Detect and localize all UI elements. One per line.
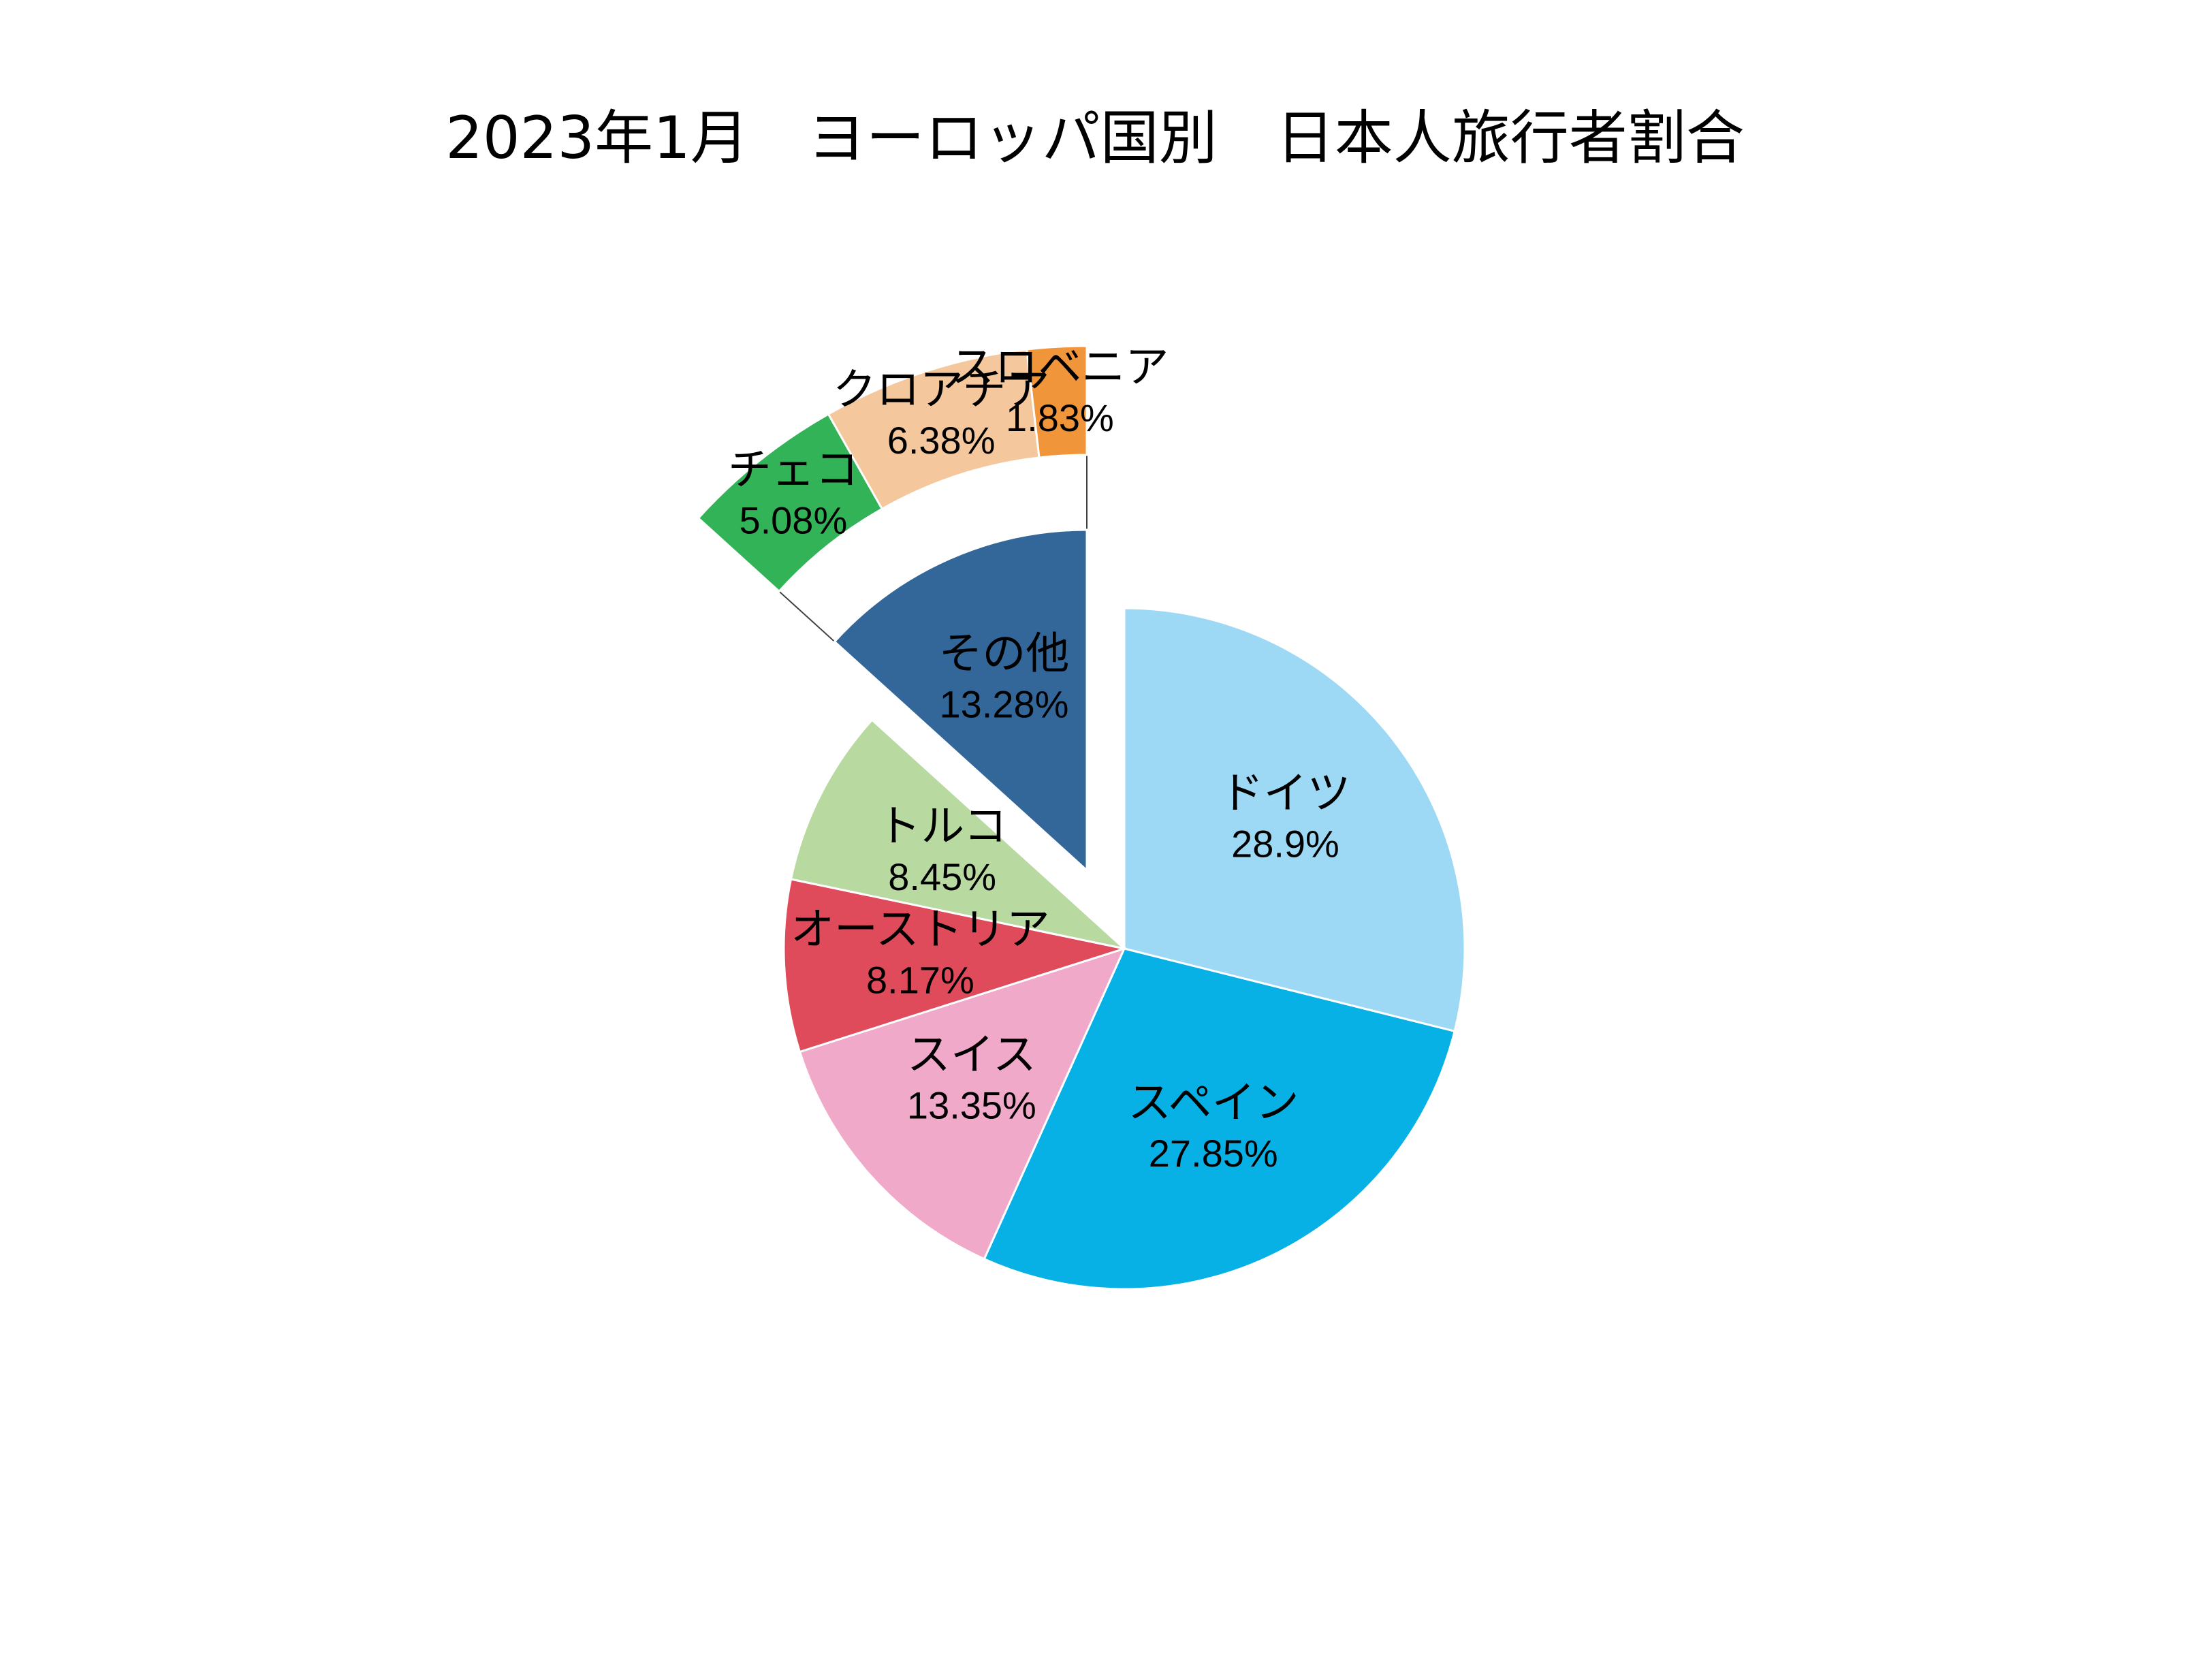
data-label-name: スペイン <box>1128 1078 1299 1128</box>
data-label-value: 5.08% <box>739 498 847 541</box>
pie-slices <box>782 528 1466 1290</box>
data-label-name: トルコ <box>877 802 1007 852</box>
data-label-value: 1.83% <box>1006 396 1114 439</box>
data-label-name: チェコ <box>728 445 859 495</box>
data-label-value: 6.38% <box>887 419 996 462</box>
pie-slice <box>1123 607 1466 1033</box>
chart-title: 2023年1月 ヨーロッパ国別 日本人旅行者割合 <box>445 104 1745 172</box>
data-label-value: 13.28% <box>939 683 1068 726</box>
pie-slice <box>782 878 1128 1053</box>
data-label-name: ドイツ <box>1220 768 1350 819</box>
data-label-value: 27.85% <box>1149 1132 1278 1175</box>
data-label-value: 8.45% <box>888 855 996 898</box>
pie-slice <box>833 528 1088 873</box>
breakdown-segment <box>1026 345 1088 459</box>
data-label-name: クロアチア <box>833 365 1050 415</box>
data-label-value: 28.9% <box>1231 822 1339 865</box>
data-label-name: スロベニア <box>951 343 1169 393</box>
connector-lines <box>778 455 1088 642</box>
data-label-name: オーストリア <box>791 904 1050 955</box>
data-label-name: スイス <box>907 1030 1036 1080</box>
other-breakdown-arc <box>697 345 1088 593</box>
connector-line <box>778 590 836 642</box>
pie-slice <box>789 718 1128 951</box>
data-label-name: その他 <box>938 629 1069 680</box>
data-label-value: 8.17% <box>866 958 974 1001</box>
data-label-value: 13.35% <box>907 1083 1036 1126</box>
pie-slice <box>983 947 1456 1290</box>
